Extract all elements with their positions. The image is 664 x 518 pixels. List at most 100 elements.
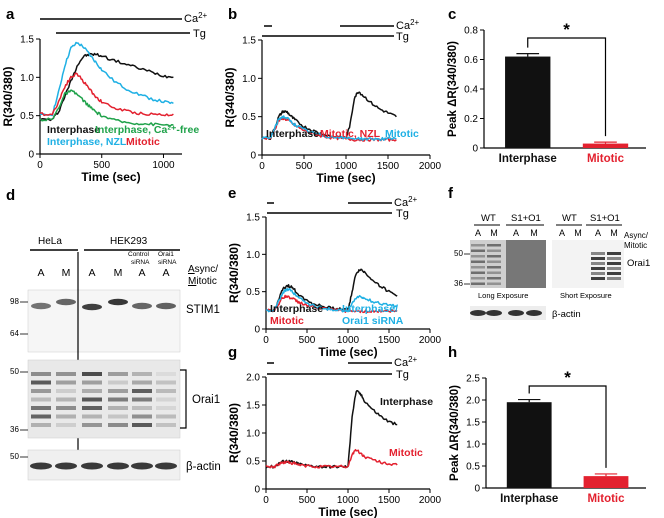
blot-d-actin-label: β-actin [186, 461, 221, 473]
x-tick-label-b: 2000 [419, 161, 442, 172]
blot-f-short-band [591, 262, 605, 265]
series-line-e-2 [265, 287, 398, 313]
y-axis-label-c: Peak ΔR(340/380) [447, 41, 459, 137]
blot-f-short-band [607, 262, 621, 265]
blot-f-actin-label: β-actin [552, 309, 581, 320]
y-tick-label-b: 0 [250, 151, 256, 162]
blot-f-wt-1: WT [481, 213, 496, 224]
chart-a-legend: Interphase Interphase, NZL Interphase, C… [47, 124, 199, 148]
blot-d-lane-label: A [37, 267, 44, 279]
blot-d-orai1-band [156, 397, 176, 402]
blot-f-short-band [591, 267, 605, 270]
blot-d-actin-band [131, 462, 153, 470]
category-label-h: Interphase [500, 493, 558, 505]
legend-e-interphase: Interphase [270, 303, 323, 315]
panel-label-f: f [448, 185, 454, 202]
y-tick-label-c: 0.8 [464, 26, 478, 37]
x-tick-label-b: 0 [259, 161, 265, 172]
x-tick-label-a: 500 [93, 160, 110, 171]
blot-d-orai1-band [156, 380, 176, 385]
blot-f-side-1: Async/ [624, 231, 649, 240]
y-axis-label-b: R(340/380) [223, 67, 237, 127]
y-tick-label-b: 1.0 [242, 74, 256, 85]
blot-f-short-bands [591, 252, 621, 280]
y-tick-label-h: 2.5 [466, 374, 480, 385]
blot-d-orai1-band [108, 380, 128, 385]
blot-d-actin-bands [30, 462, 177, 470]
blot-d-orai1-band [132, 380, 152, 385]
panel-e-treatment: Ca2+ Tg [267, 195, 418, 220]
blot-d-actin-band [155, 462, 177, 470]
blot-d-orai1-band [156, 406, 176, 410]
blot-f-lane-label: A [559, 228, 565, 238]
blot-d-orai1-band [31, 423, 51, 427]
x-tick-label-e: 2000 [419, 335, 442, 346]
blot-d-lane-label: M [62, 267, 71, 279]
blot-f-actin-band [526, 310, 542, 316]
blot-d-stim1-band [156, 302, 176, 310]
blot-d-side-label-2: Mitotic [188, 276, 217, 287]
legend-b-interphase: Interphase [266, 128, 319, 140]
blot-d-orai1-bands [31, 372, 176, 427]
panel-g-ca-label: Ca2+ [394, 355, 418, 369]
y-tick-label-e: 0.5 [246, 287, 260, 298]
blot-d-orai1-band [156, 389, 176, 393]
chart-c: 0 0.2 0.4 0.6 0.8 Peak ΔR(340/380) Interphase M… [447, 20, 646, 165]
blot-d-orai1-band [132, 414, 152, 419]
blot-d-stim1-band [31, 302, 51, 310]
chart-b: 0 0.5 1.0 1.5 0 500 1000 1500 2000 Time (sec) R(34… [223, 36, 442, 186]
blot-f-long-band [471, 282, 485, 285]
blot-f-short-band [591, 277, 605, 280]
y-tick-label-e: 0 [254, 325, 260, 336]
panel-a-tg-label: Tg [193, 28, 206, 40]
y-tick-label-g: 0 [254, 485, 260, 496]
blot-d-orai1-band [108, 389, 128, 393]
blot-d-orai1-band [108, 423, 128, 427]
x-tick-label-g: 2000 [419, 495, 442, 506]
blot-f-long-band [487, 277, 501, 280]
chart-b-legend: Interphase Mitotic, NZL Mitotic [266, 128, 419, 140]
x-tick-label-e: 1000 [337, 335, 360, 346]
bar-c-mitotic [582, 143, 629, 148]
panel-b-ca-label: Ca2+ [396, 18, 420, 32]
blot-d: HeLa HEK293 Control siRNA Orai1 siRNA A M… [10, 236, 221, 481]
bar-h-interphase [506, 402, 552, 488]
chart-g-legend: Interphase Mitotic [380, 396, 433, 459]
blot-d-orai1-label: Orai1 [192, 394, 220, 406]
x-axis-label-b: Time (sec) [316, 171, 375, 185]
blot-d-orai1-band [132, 423, 152, 427]
blot-f-short-band [607, 267, 621, 270]
blot-d-orai1-band [31, 372, 51, 376]
x-tick-label-e: 500 [299, 335, 316, 346]
panel-b-treatment: Ca2+ Tg [262, 18, 420, 43]
x-axis-label-a: Time (sec) [81, 170, 140, 184]
blot-f-long-band [471, 255, 485, 258]
blot-f-lane-label: M [610, 228, 618, 238]
blot-d-orai1-band [31, 380, 51, 385]
panel-e-ca-label: Ca2+ [394, 195, 418, 209]
y-tick-label-a: 1.0 [20, 73, 34, 84]
blot-f-s1o1-2: S1+O1 [590, 213, 620, 224]
category-label-h: Mitotic [587, 493, 625, 505]
blot-f-long-band [487, 260, 501, 263]
blot-d-orai1-band [108, 406, 128, 410]
blot-d-orai1-band [56, 389, 76, 393]
panel-g-tg-label: Tg [396, 369, 409, 381]
y-axis-label-h: Peak ΔR(340/380) [449, 385, 461, 481]
panel-label-c: c [448, 6, 456, 23]
blot-d-orai1-band [156, 414, 176, 419]
y-tick-label-h: 2.0 [466, 396, 480, 407]
blot-d-marker-64: 64 [10, 329, 19, 338]
blot-d-actin-band [55, 462, 77, 470]
panel-g-treatment: Ca2+ Tg [267, 355, 418, 381]
blot-f-long-band [487, 282, 501, 285]
blot-d-orai1-band [82, 423, 102, 427]
blot-d-group-hek: HEK293 [110, 236, 148, 247]
blot-f-long-band [471, 271, 485, 274]
blot-d-marker-98: 98 [10, 297, 19, 306]
y-tick-label-a: 1.5 [20, 35, 34, 46]
